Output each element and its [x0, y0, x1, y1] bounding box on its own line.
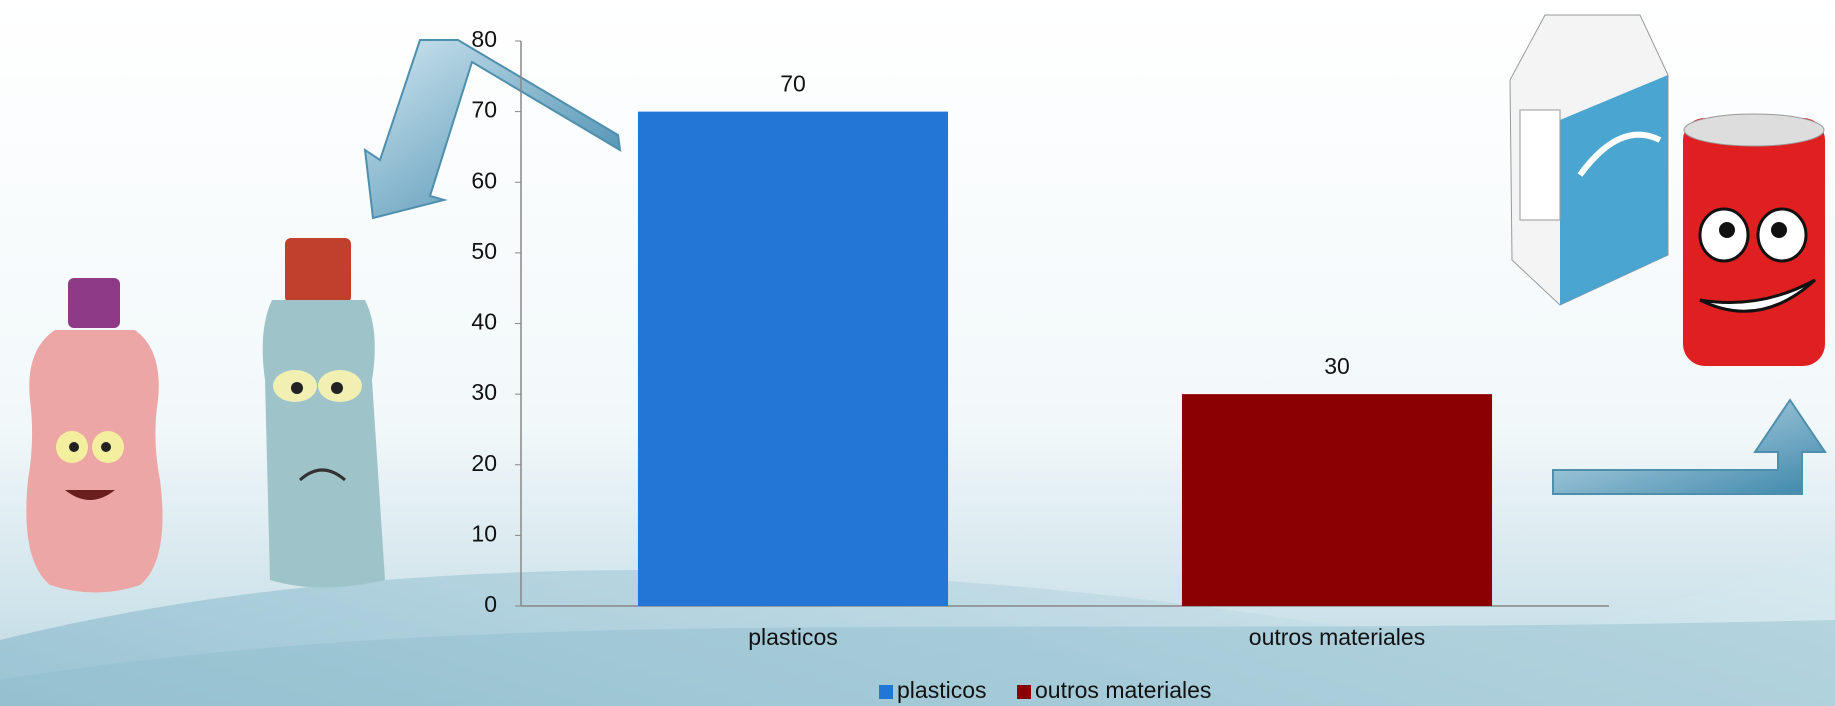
arrow: [363, 39, 622, 220]
y-tick-label: 80: [471, 26, 497, 52]
arrow: [1552, 398, 1827, 495]
wave: [0, 540, 1835, 706]
legend-label: outros materiales: [1035, 677, 1211, 703]
legend-swatch: [1017, 685, 1031, 699]
y-tick-label: 0: [484, 591, 497, 617]
x-tick-label: outros materiales: [1249, 624, 1425, 650]
y-tick-label: 60: [471, 167, 497, 193]
data-label: 30: [1324, 353, 1350, 379]
pink-bottle: [26, 278, 163, 593]
wave: [0, 620, 1835, 706]
y-tick-label: 40: [471, 309, 497, 335]
y-tick-label: 70: [471, 97, 497, 123]
x-tick-label: plasticos: [748, 624, 837, 650]
bar: [637, 111, 949, 606]
data-label: 70: [780, 71, 806, 97]
soda-can: [1683, 113, 1825, 366]
bar: [1181, 394, 1493, 606]
milk-carton: [1509, 14, 1669, 306]
y-tick-label: 30: [471, 379, 497, 405]
y-tick-label: 10: [471, 520, 497, 546]
legend-swatch: [879, 685, 893, 699]
blue-bottle: [262, 238, 385, 588]
y-tick-label: 50: [471, 238, 497, 264]
y-tick-label: 20: [471, 450, 497, 476]
legend-label: plasticos: [897, 677, 986, 703]
